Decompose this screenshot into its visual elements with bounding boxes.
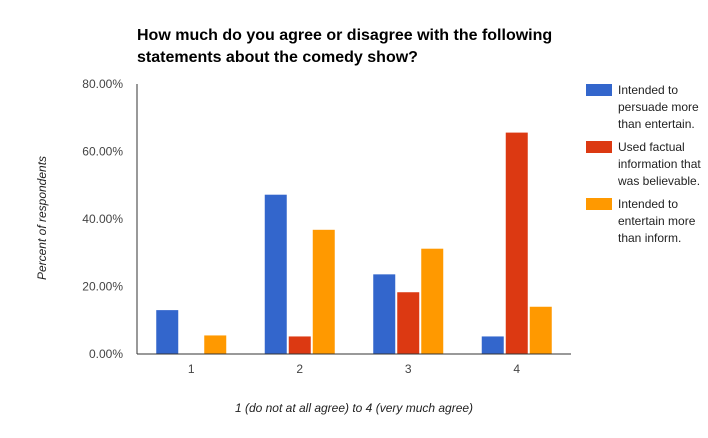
legend-swatch-series-1 <box>586 84 612 96</box>
legend-item-series-2: Used factual information that was believ… <box>586 139 704 190</box>
bar-series-2-cat-3 <box>397 292 420 354</box>
y-tick-label: 20.00% <box>82 280 123 294</box>
bar-series-1-cat-2 <box>264 194 287 354</box>
legend-label-series-3: Intended to entertain more than inform. <box>618 197 696 245</box>
bar-series-1-cat-4 <box>481 336 504 354</box>
legend: Intended to persuade more than entertain… <box>586 82 704 253</box>
legend-swatch-series-2 <box>586 141 612 153</box>
legend-swatch-series-3 <box>586 198 612 210</box>
bar-series-2-cat-2 <box>288 336 311 354</box>
legend-item-series-3: Intended to entertain more than inform. <box>586 196 704 247</box>
legend-label-series-2: Used factual information that was believ… <box>618 140 701 188</box>
chart-title: How much do you agree or disagree with t… <box>137 27 553 66</box>
x-tick-label: 4 <box>513 362 520 376</box>
y-tick-label: 40.00% <box>82 212 123 226</box>
bar-series-3-cat-4 <box>529 306 552 354</box>
y-tick-label: 80.00% <box>82 77 123 91</box>
bar-series-1-cat-3 <box>373 274 396 354</box>
legend-item-series-1: Intended to persuade more than entertain… <box>586 82 704 133</box>
x-tick-label: 2 <box>296 362 303 376</box>
x-tick-label: 1 <box>188 362 195 376</box>
legend-label-series-1: Intended to persuade more than entertain… <box>618 83 699 131</box>
y-tick-label: 60.00% <box>82 145 123 159</box>
bar-series-3-cat-3 <box>421 248 444 354</box>
bar-series-2-cat-4 <box>505 132 528 354</box>
y-tick-label: 0.00% <box>89 347 123 361</box>
bar-series-1-cat-1 <box>156 310 179 354</box>
bar-series-3-cat-2 <box>312 229 335 354</box>
x-tick-label: 3 <box>405 362 412 376</box>
bar-series-3-cat-1 <box>204 335 227 354</box>
x-axis-label: 1 (do not at all agree) to 4 (very much … <box>234 401 474 415</box>
